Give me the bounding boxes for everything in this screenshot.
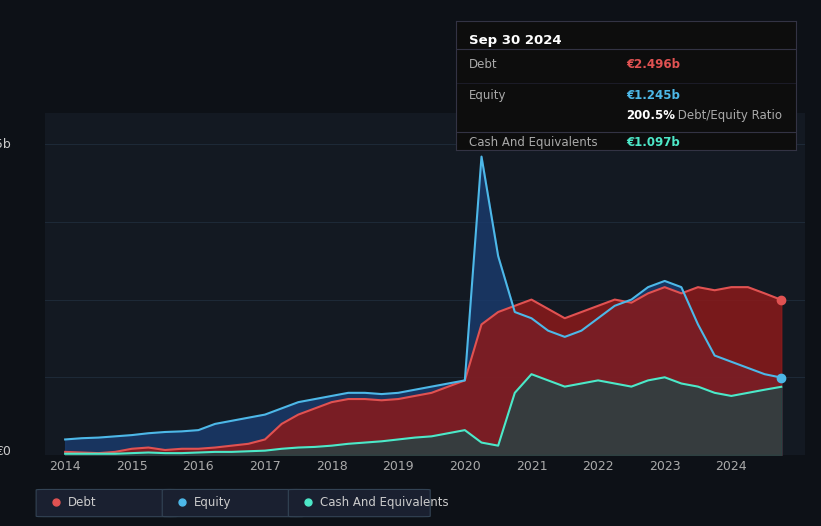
FancyBboxPatch shape [36, 489, 178, 517]
FancyBboxPatch shape [163, 489, 304, 517]
Text: Equity: Equity [194, 496, 232, 509]
Text: Debt/Equity Ratio: Debt/Equity Ratio [674, 108, 782, 122]
Text: €5b: €5b [0, 138, 11, 150]
Text: €1.245b: €1.245b [626, 89, 680, 102]
Text: €2.496b: €2.496b [626, 58, 680, 72]
Text: Equity: Equity [470, 89, 507, 102]
Text: Debt: Debt [470, 58, 498, 72]
Text: Cash And Equivalents: Cash And Equivalents [320, 496, 448, 509]
Text: 200.5%: 200.5% [626, 108, 675, 122]
FancyBboxPatch shape [288, 489, 430, 517]
Text: Debt: Debt [67, 496, 96, 509]
Text: Sep 30 2024: Sep 30 2024 [470, 34, 562, 47]
Text: Cash And Equivalents: Cash And Equivalents [470, 136, 598, 149]
Text: €0: €0 [0, 446, 11, 458]
Text: €1.097b: €1.097b [626, 136, 680, 149]
